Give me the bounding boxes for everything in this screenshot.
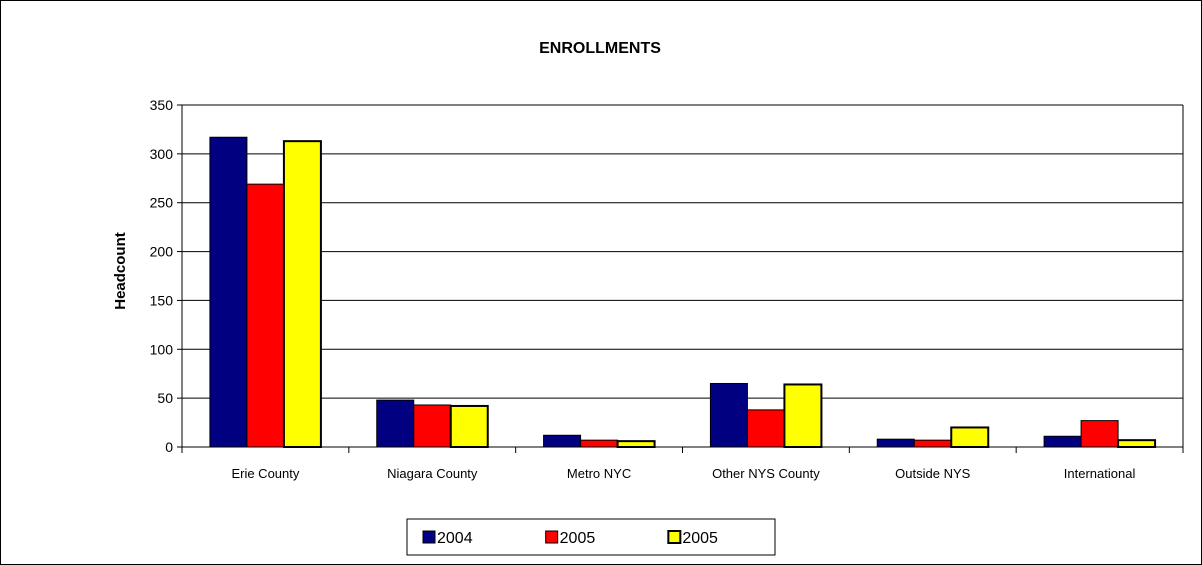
y-tick-label: 0 bbox=[165, 439, 173, 455]
x-category-label: Outside NYS bbox=[895, 466, 970, 481]
bar-2005-international bbox=[1080, 420, 1119, 448]
x-category-label: Metro NYC bbox=[567, 466, 631, 481]
y-tick-label: 200 bbox=[150, 244, 174, 260]
y-axis-label: Headcount bbox=[112, 232, 129, 310]
y-tick-label: 300 bbox=[150, 146, 174, 162]
bar-2004-erie-county bbox=[209, 136, 248, 448]
bar-2004-other-nys-county bbox=[709, 382, 748, 448]
legend-label: 2005 bbox=[560, 530, 596, 547]
gridlines bbox=[182, 104, 1183, 399]
bars bbox=[209, 136, 1157, 449]
legend-label: 2004 bbox=[437, 530, 473, 547]
x-category-label: Erie County bbox=[231, 466, 299, 481]
y-tick-labels: 0 50 100 150 200 250 300 350 bbox=[150, 97, 182, 455]
bar-2004-niagara-county bbox=[376, 399, 415, 448]
x-category-label: Other NYS County bbox=[712, 466, 820, 481]
bar-2005-other-nys-county bbox=[746, 409, 785, 448]
axes bbox=[181, 105, 1184, 453]
bar-2005-outside-nys bbox=[950, 426, 990, 449]
bar-2005-international bbox=[1117, 439, 1157, 449]
bar-2004-outside-nys bbox=[876, 438, 915, 448]
legend-box bbox=[406, 518, 776, 556]
x-category-labels: Erie County Niagara County Metro NYC Other … bbox=[231, 466, 1135, 481]
legend-label: 2005 bbox=[682, 530, 718, 547]
y-tick-label: 100 bbox=[150, 341, 174, 357]
bar-2005-metro-nyc bbox=[616, 440, 656, 449]
bar-2005-metro-nyc bbox=[580, 439, 619, 448]
bar-2005-outside-nys bbox=[913, 439, 952, 448]
bar-2005-erie-county bbox=[282, 140, 322, 448]
legend-swatch-0 bbox=[422, 530, 436, 544]
x-category-label: International bbox=[1064, 466, 1136, 481]
y-tick-label: 350 bbox=[150, 97, 174, 113]
y-tick-label: 250 bbox=[150, 195, 174, 211]
bar-2004-metro-nyc bbox=[543, 434, 582, 448]
x-category-label: Niagara County bbox=[387, 466, 478, 481]
bar-2004-international bbox=[1043, 435, 1082, 448]
bar-2005-other-nys-county bbox=[783, 383, 823, 449]
legend: 2004 2005 2005 bbox=[406, 518, 776, 556]
legend-swatch-2 bbox=[667, 530, 682, 544]
bar-2005-niagara-county bbox=[413, 404, 452, 448]
y-tick-label: 50 bbox=[157, 390, 173, 406]
chart-title: ENROLLMENTS bbox=[539, 40, 661, 57]
bar-2005-niagara-county bbox=[449, 404, 489, 448]
y-tick-label: 150 bbox=[150, 292, 174, 308]
bar-2005-erie-county bbox=[246, 183, 285, 448]
legend-swatch-1 bbox=[545, 530, 559, 544]
